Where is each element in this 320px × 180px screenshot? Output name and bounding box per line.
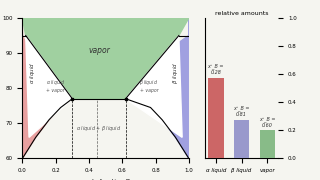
Text: $\alpha$ liquid + $\beta$ liquid: $\alpha$ liquid + $\beta$ liquid bbox=[76, 124, 122, 133]
Text: xᴮ_B =
0.81: xᴮ_B = 0.81 bbox=[233, 105, 250, 117]
X-axis label: mole fraction B: mole fraction B bbox=[82, 179, 130, 180]
Text: $\beta$ liquid: $\beta$ liquid bbox=[171, 62, 180, 84]
Text: vapor: vapor bbox=[88, 46, 110, 55]
Polygon shape bbox=[26, 35, 72, 137]
Bar bbox=[234, 120, 249, 158]
Polygon shape bbox=[125, 18, 189, 158]
Text: $\alpha$ liquid
+ vapor: $\alpha$ liquid + vapor bbox=[46, 78, 65, 93]
Text: $\alpha$ liquid: $\alpha$ liquid bbox=[28, 62, 37, 84]
Polygon shape bbox=[125, 35, 182, 137]
Text: xᴮ_B =
0.60: xᴮ_B = 0.60 bbox=[259, 116, 276, 127]
Text: $\beta$ liquid
+ vapor: $\beta$ liquid + vapor bbox=[139, 78, 158, 93]
Bar bbox=[208, 78, 224, 158]
Title: relative amounts: relative amounts bbox=[215, 11, 268, 16]
Polygon shape bbox=[22, 18, 189, 99]
Bar bbox=[260, 130, 275, 158]
Text: xᴮ_B =
0.28: xᴮ_B = 0.28 bbox=[208, 63, 224, 75]
Polygon shape bbox=[22, 18, 72, 158]
